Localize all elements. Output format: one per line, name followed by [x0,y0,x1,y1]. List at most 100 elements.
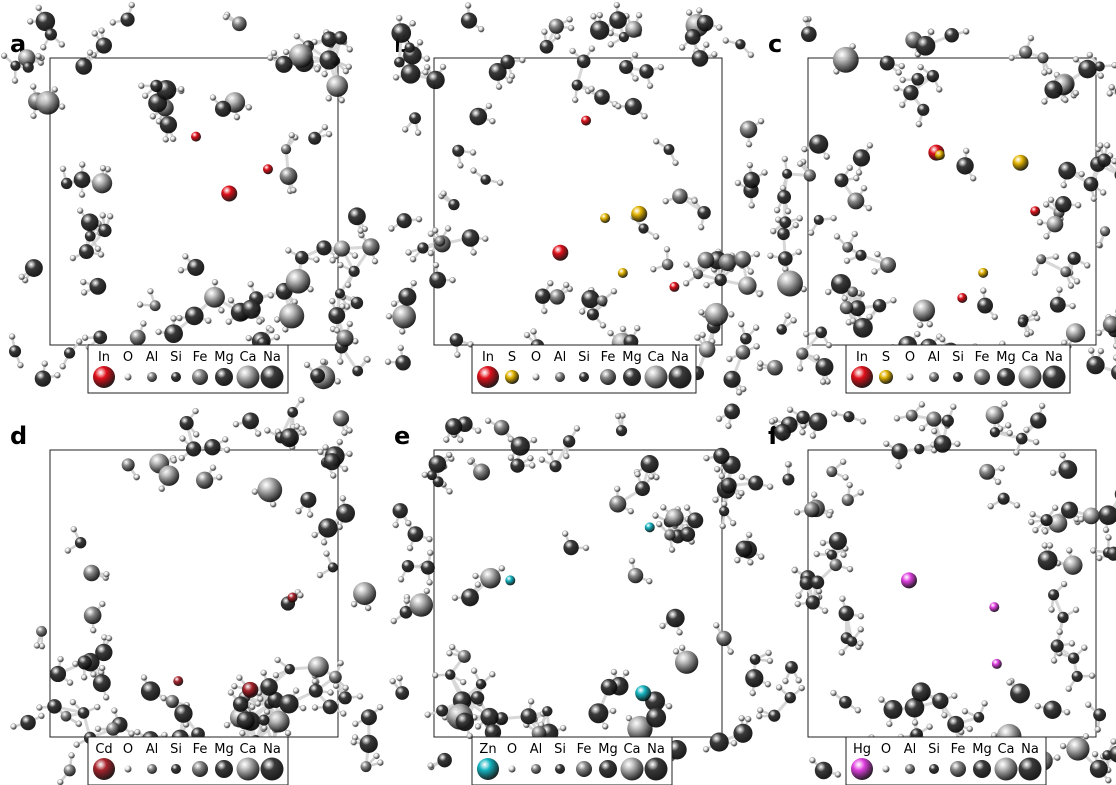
atom [409,112,421,125]
hydrogen [1110,738,1116,745]
hydrogen [1054,754,1061,762]
atom [184,306,204,326]
atom [989,427,1000,438]
hydrogen [833,233,841,240]
hydrogen [653,138,660,145]
hydrogen [757,118,765,125]
hydrogen [474,581,482,588]
atom [672,188,688,204]
atom [318,518,338,538]
hydrogen [826,512,833,519]
legend-symbol: S [508,350,516,365]
atom [469,107,488,126]
hydrogen [781,155,789,163]
hydrogen [223,721,231,729]
legend-atom [93,366,115,388]
hydrogen [470,167,477,174]
legend-symbol: Mg [996,350,1015,365]
panel-label: e [394,422,410,450]
hydrogen [1013,502,1021,509]
hydrogen [339,495,347,502]
hydrogen [801,146,808,153]
hydrogen [676,629,683,636]
hydrogen [950,403,957,411]
hydrogen [846,481,854,489]
hydrogen [703,41,710,49]
legend-symbol: Si [170,350,182,365]
atom [319,50,339,70]
atom [257,477,283,503]
legend-symbol: Si [952,350,964,365]
hydrogen [1031,269,1039,277]
hydrogen [757,360,764,367]
hydrogen [1029,511,1036,518]
hydrogen [1056,628,1064,636]
hydrogen [547,280,554,287]
legend-symbol: Na [671,350,689,365]
hydrogen [1111,62,1116,69]
hydrogen [530,436,538,444]
hydrogen [541,28,548,36]
hydrogen [78,191,86,198]
hydrogen [796,215,804,222]
atom [77,655,92,670]
hydrogen [73,741,80,748]
hydrogen [865,204,873,212]
hydrogen [415,216,423,223]
hydrogen [1112,354,1116,361]
atom [18,49,36,67]
legend-atom [906,373,914,381]
hydrogen [857,489,865,496]
hydrogen [222,13,230,21]
hydrogen [424,711,432,719]
atom [34,370,52,387]
hydrogen [699,331,706,339]
hydrogen [793,509,801,516]
hydrogen [773,207,781,214]
legend-atom [1042,365,1066,389]
hydrogen [222,436,229,443]
hydrogen [1060,580,1068,588]
hydrogen [703,454,710,462]
atom [360,761,372,773]
hydrogen [886,720,893,728]
hydrogen [716,24,723,31]
hydrogen [786,406,794,414]
hydrogen [939,336,946,343]
atom [460,12,478,29]
atom [664,529,676,541]
hydrogen [527,455,534,462]
hydrogen [650,266,657,273]
hydrogen [35,4,43,12]
hydrogen [76,338,83,345]
hydrogen [325,130,333,138]
hydrogen [81,334,89,342]
hydrogen [691,197,698,205]
legend-symbol: O [123,742,133,757]
atom [776,324,787,335]
hydrogen [443,436,450,444]
atom [915,35,936,56]
hydrogen [35,53,42,60]
hydrogen [830,410,838,417]
hydrogen [634,471,641,478]
hydrogen [1103,142,1111,149]
atom [285,268,311,294]
hydrogen [567,24,575,32]
legend-symbol: Ca [239,742,256,757]
hydrogen [893,415,901,422]
hydrogen [90,671,97,678]
atom [944,28,959,43]
hydrogen [866,313,873,321]
atom [452,144,465,157]
hydrogen [1106,90,1114,97]
hydrogen [69,254,77,262]
hydrogen [249,703,256,711]
hydrogen [1086,51,1094,59]
legend-symbol: O [531,350,541,365]
hydrogen [270,501,277,508]
hydrogen [1090,195,1098,203]
atom [510,436,530,456]
hydrogen [179,435,186,442]
hydrogen [256,318,263,325]
